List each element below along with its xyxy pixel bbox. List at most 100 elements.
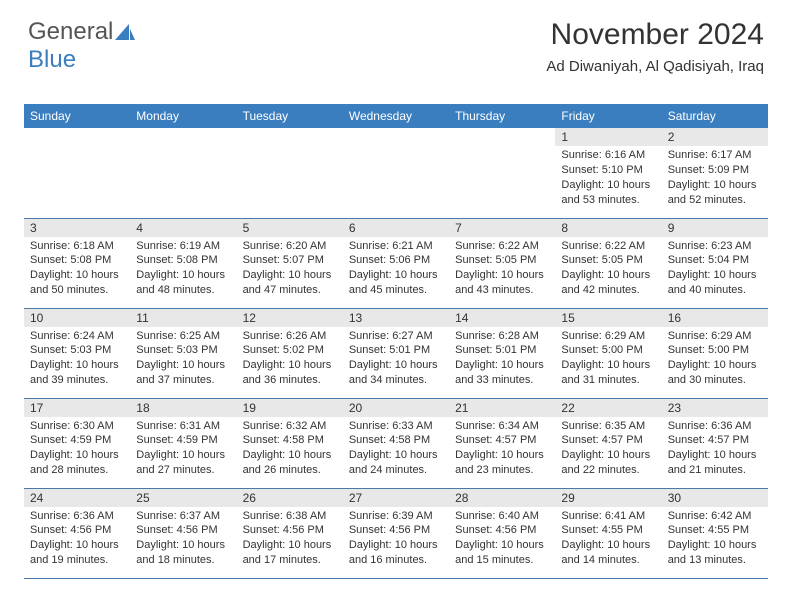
calendar-cell bbox=[24, 128, 130, 218]
calendar-cell bbox=[343, 128, 449, 218]
calendar-cell: 7Sunrise: 6:22 AMSunset: 5:05 PMDaylight… bbox=[449, 218, 555, 308]
day-details: Sunrise: 6:22 AMSunset: 5:05 PMDaylight:… bbox=[449, 237, 555, 302]
day-number: 3 bbox=[24, 219, 130, 237]
day-number: 13 bbox=[343, 309, 449, 327]
day-details: Sunrise: 6:27 AMSunset: 5:01 PMDaylight:… bbox=[343, 327, 449, 392]
day-details: Sunrise: 6:29 AMSunset: 5:00 PMDaylight:… bbox=[662, 327, 768, 392]
calendar-cell bbox=[449, 128, 555, 218]
day-number: 18 bbox=[130, 399, 236, 417]
weekday-header: Tuesday bbox=[237, 104, 343, 128]
day-number: 20 bbox=[343, 399, 449, 417]
logo-text-2: Blue bbox=[28, 46, 76, 73]
day-details: Sunrise: 6:36 AMSunset: 4:56 PMDaylight:… bbox=[24, 507, 130, 572]
location-subtitle: Ad Diwaniyah, Al Qadisiyah, Iraq bbox=[546, 58, 764, 75]
day-number: 14 bbox=[449, 309, 555, 327]
day-number: 15 bbox=[555, 309, 661, 327]
day-number: 28 bbox=[449, 489, 555, 507]
calendar-cell: 6Sunrise: 6:21 AMSunset: 5:06 PMDaylight… bbox=[343, 218, 449, 308]
day-number: 5 bbox=[237, 219, 343, 237]
weekday-header-row: SundayMondayTuesdayWednesdayThursdayFrid… bbox=[24, 104, 768, 128]
day-number: 16 bbox=[662, 309, 768, 327]
day-number: 8 bbox=[555, 219, 661, 237]
calendar-cell: 26Sunrise: 6:38 AMSunset: 4:56 PMDayligh… bbox=[237, 488, 343, 578]
day-number: 30 bbox=[662, 489, 768, 507]
calendar-cell: 21Sunrise: 6:34 AMSunset: 4:57 PMDayligh… bbox=[449, 398, 555, 488]
day-details: Sunrise: 6:29 AMSunset: 5:00 PMDaylight:… bbox=[555, 327, 661, 392]
weekday-header: Saturday bbox=[662, 104, 768, 128]
day-details: Sunrise: 6:21 AMSunset: 5:06 PMDaylight:… bbox=[343, 237, 449, 302]
day-number: 11 bbox=[130, 309, 236, 327]
day-details: Sunrise: 6:30 AMSunset: 4:59 PMDaylight:… bbox=[24, 417, 130, 482]
calendar-cell: 24Sunrise: 6:36 AMSunset: 4:56 PMDayligh… bbox=[24, 488, 130, 578]
page-header: November 2024 Ad Diwaniyah, Al Qadisiyah… bbox=[546, 18, 764, 75]
day-details: Sunrise: 6:41 AMSunset: 4:55 PMDaylight:… bbox=[555, 507, 661, 572]
day-details: Sunrise: 6:24 AMSunset: 5:03 PMDaylight:… bbox=[24, 327, 130, 392]
day-number: 10 bbox=[24, 309, 130, 327]
day-number: 25 bbox=[130, 489, 236, 507]
day-number: 7 bbox=[449, 219, 555, 237]
calendar-cell: 19Sunrise: 6:32 AMSunset: 4:58 PMDayligh… bbox=[237, 398, 343, 488]
calendar-cell bbox=[237, 128, 343, 218]
day-number: 26 bbox=[237, 489, 343, 507]
day-details: Sunrise: 6:25 AMSunset: 5:03 PMDaylight:… bbox=[130, 327, 236, 392]
calendar-cell: 15Sunrise: 6:29 AMSunset: 5:00 PMDayligh… bbox=[555, 308, 661, 398]
day-number: 17 bbox=[24, 399, 130, 417]
calendar-cell: 17Sunrise: 6:30 AMSunset: 4:59 PMDayligh… bbox=[24, 398, 130, 488]
day-number: 12 bbox=[237, 309, 343, 327]
day-details: Sunrise: 6:32 AMSunset: 4:58 PMDaylight:… bbox=[237, 417, 343, 482]
calendar-cell: 1Sunrise: 6:16 AMSunset: 5:10 PMDaylight… bbox=[555, 128, 661, 218]
calendar-cell: 8Sunrise: 6:22 AMSunset: 5:05 PMDaylight… bbox=[555, 218, 661, 308]
day-details: Sunrise: 6:19 AMSunset: 5:08 PMDaylight:… bbox=[130, 237, 236, 302]
day-details: Sunrise: 6:35 AMSunset: 4:57 PMDaylight:… bbox=[555, 417, 661, 482]
day-number: 21 bbox=[449, 399, 555, 417]
calendar-cell: 18Sunrise: 6:31 AMSunset: 4:59 PMDayligh… bbox=[130, 398, 236, 488]
day-details: Sunrise: 6:20 AMSunset: 5:07 PMDaylight:… bbox=[237, 237, 343, 302]
calendar-row: 24Sunrise: 6:36 AMSunset: 4:56 PMDayligh… bbox=[24, 488, 768, 578]
sail-icon bbox=[115, 23, 135, 41]
calendar-cell: 28Sunrise: 6:40 AMSunset: 4:56 PMDayligh… bbox=[449, 488, 555, 578]
day-number: 23 bbox=[662, 399, 768, 417]
month-title: November 2024 bbox=[546, 18, 764, 52]
day-number: 27 bbox=[343, 489, 449, 507]
day-number: 1 bbox=[555, 128, 661, 146]
logo-text-1: General bbox=[28, 18, 113, 45]
weekday-header: Friday bbox=[555, 104, 661, 128]
day-details: Sunrise: 6:31 AMSunset: 4:59 PMDaylight:… bbox=[130, 417, 236, 482]
day-details: Sunrise: 6:33 AMSunset: 4:58 PMDaylight:… bbox=[343, 417, 449, 482]
calendar-cell bbox=[130, 128, 236, 218]
weekday-header: Thursday bbox=[449, 104, 555, 128]
calendar-cell: 27Sunrise: 6:39 AMSunset: 4:56 PMDayligh… bbox=[343, 488, 449, 578]
day-details: Sunrise: 6:26 AMSunset: 5:02 PMDaylight:… bbox=[237, 327, 343, 392]
calendar-cell: 10Sunrise: 6:24 AMSunset: 5:03 PMDayligh… bbox=[24, 308, 130, 398]
calendar-row: 3Sunrise: 6:18 AMSunset: 5:08 PMDaylight… bbox=[24, 218, 768, 308]
day-details: Sunrise: 6:23 AMSunset: 5:04 PMDaylight:… bbox=[662, 237, 768, 302]
day-number: 6 bbox=[343, 219, 449, 237]
calendar-row: 1Sunrise: 6:16 AMSunset: 5:10 PMDaylight… bbox=[24, 128, 768, 218]
calendar-cell: 13Sunrise: 6:27 AMSunset: 5:01 PMDayligh… bbox=[343, 308, 449, 398]
day-details: Sunrise: 6:42 AMSunset: 4:55 PMDaylight:… bbox=[662, 507, 768, 572]
day-details: Sunrise: 6:40 AMSunset: 4:56 PMDaylight:… bbox=[449, 507, 555, 572]
calendar-row: 10Sunrise: 6:24 AMSunset: 5:03 PMDayligh… bbox=[24, 308, 768, 398]
calendar-cell: 11Sunrise: 6:25 AMSunset: 5:03 PMDayligh… bbox=[130, 308, 236, 398]
day-details: Sunrise: 6:34 AMSunset: 4:57 PMDaylight:… bbox=[449, 417, 555, 482]
day-number: 24 bbox=[24, 489, 130, 507]
calendar-body: 1Sunrise: 6:16 AMSunset: 5:10 PMDaylight… bbox=[24, 128, 768, 578]
calendar-row: 17Sunrise: 6:30 AMSunset: 4:59 PMDayligh… bbox=[24, 398, 768, 488]
day-number: 4 bbox=[130, 219, 236, 237]
day-details: Sunrise: 6:22 AMSunset: 5:05 PMDaylight:… bbox=[555, 237, 661, 302]
day-details: Sunrise: 6:18 AMSunset: 5:08 PMDaylight:… bbox=[24, 237, 130, 302]
day-details: Sunrise: 6:36 AMSunset: 4:57 PMDaylight:… bbox=[662, 417, 768, 482]
weekday-header: Monday bbox=[130, 104, 236, 128]
day-number: 19 bbox=[237, 399, 343, 417]
calendar-cell: 2Sunrise: 6:17 AMSunset: 5:09 PMDaylight… bbox=[662, 128, 768, 218]
calendar-cell: 22Sunrise: 6:35 AMSunset: 4:57 PMDayligh… bbox=[555, 398, 661, 488]
logo: General Blue bbox=[28, 18, 135, 74]
day-details: Sunrise: 6:17 AMSunset: 5:09 PMDaylight:… bbox=[662, 146, 768, 211]
day-details: Sunrise: 6:28 AMSunset: 5:01 PMDaylight:… bbox=[449, 327, 555, 392]
calendar-table: SundayMondayTuesdayWednesdayThursdayFrid… bbox=[24, 104, 768, 579]
weekday-header: Wednesday bbox=[343, 104, 449, 128]
day-number: 9 bbox=[662, 219, 768, 237]
calendar-cell: 20Sunrise: 6:33 AMSunset: 4:58 PMDayligh… bbox=[343, 398, 449, 488]
calendar-cell: 29Sunrise: 6:41 AMSunset: 4:55 PMDayligh… bbox=[555, 488, 661, 578]
day-number: 22 bbox=[555, 399, 661, 417]
